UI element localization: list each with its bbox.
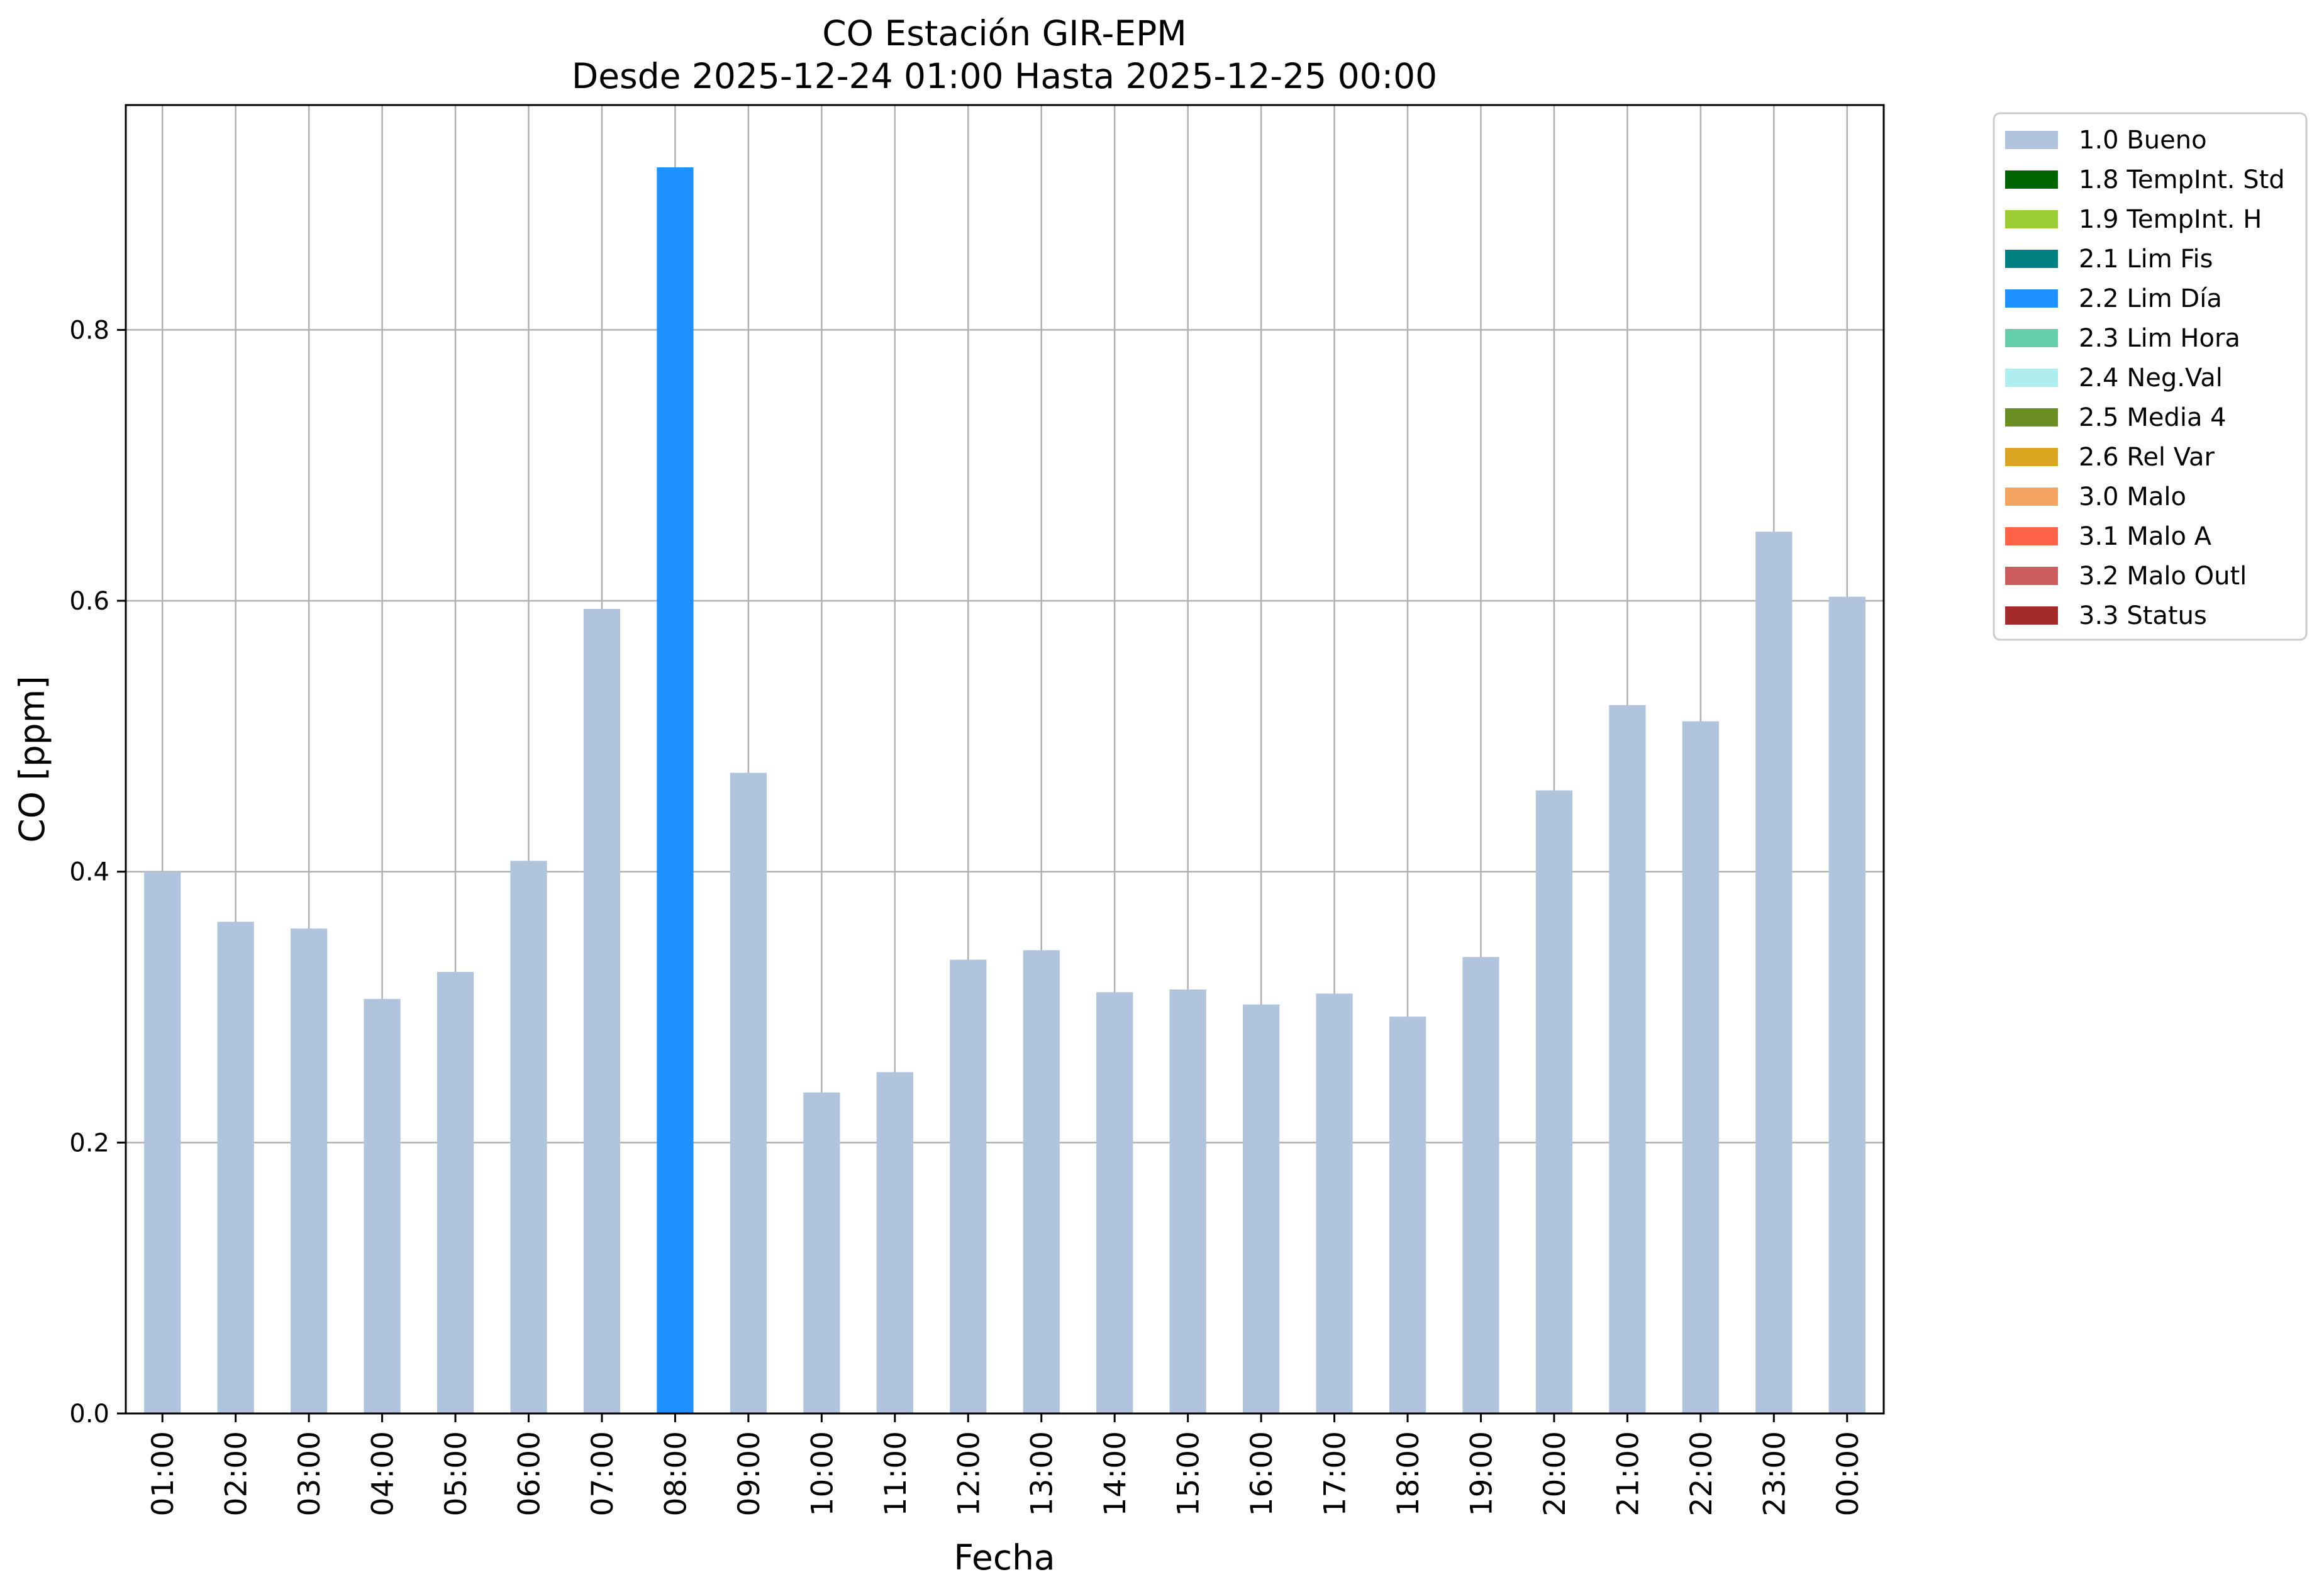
x-tick-label: 10:00 — [805, 1431, 840, 1516]
y-tick-label: 0.6 — [69, 587, 109, 616]
bar-1100 — [876, 1072, 913, 1413]
y-tick-label: 0.8 — [69, 316, 109, 345]
bar-1900 — [1462, 957, 1499, 1413]
legend: 1.0 Bueno 1.8 TempInt. Std 1.9 TempInt. H 2… — [1993, 112, 2308, 641]
legend-swatch — [2005, 488, 2058, 506]
legend-label: 1.9 TempInt. H — [2079, 205, 2262, 234]
legend-swatch — [2005, 527, 2058, 545]
legend-frame — [1993, 112, 2308, 641]
legend-swatch — [2005, 250, 2058, 268]
x-tick-label: 18:00 — [1391, 1431, 1426, 1516]
bar-2300 — [1755, 532, 1793, 1413]
x-tick-label: 23:00 — [1757, 1431, 1792, 1516]
chart-subtitle: Desde 2025-12-24 01:00 Hasta 2025-12-25 … — [572, 56, 1437, 96]
bar-0100 — [144, 871, 181, 1413]
legend-swatch — [2005, 170, 2058, 189]
legend-swatch — [2005, 210, 2058, 228]
x-tick-label: 05:00 — [439, 1431, 474, 1516]
x-tick-label: 12:00 — [952, 1431, 986, 1516]
x-tick-label: 01:00 — [146, 1431, 181, 1516]
x-tick-label: 19:00 — [1464, 1431, 1499, 1516]
bar-1600 — [1242, 1004, 1280, 1413]
legend-label: 2.4 Neg.Val — [2079, 364, 2223, 393]
y-tick-label: 0.2 — [69, 1129, 109, 1157]
legend-swatch — [2005, 369, 2058, 387]
bar-1200 — [950, 959, 987, 1413]
x-tick-label: 03:00 — [292, 1431, 327, 1516]
x-tick-label: 04:00 — [366, 1431, 401, 1516]
legend-swatch — [2005, 448, 2058, 466]
legend-swatch — [2005, 567, 2058, 585]
legend-label: 2.5 Media 4 — [2079, 403, 2227, 432]
legend-swatch — [2005, 606, 2058, 625]
x-tick-label: 11:00 — [879, 1431, 913, 1516]
y-tick-label: 0.0 — [69, 1400, 109, 1429]
x-tick-label: 14:00 — [1098, 1431, 1133, 1516]
legend-swatch — [2005, 329, 2058, 347]
bar-0600 — [510, 861, 547, 1413]
legend-label: 1.0 Bueno — [2079, 126, 2207, 155]
y-tick-label: 0.4 — [69, 858, 109, 887]
x-tick-label: 16:00 — [1245, 1431, 1279, 1516]
bar-1700 — [1316, 993, 1353, 1413]
x-tick-label: 13:00 — [1025, 1431, 1060, 1516]
chart-title: CO Estación GIR-EPM — [822, 13, 1186, 53]
x-tick-label: 20:00 — [1538, 1431, 1572, 1516]
x-tick-label: 09:00 — [732, 1431, 767, 1516]
bar-1300 — [1023, 950, 1060, 1413]
bar-1500 — [1169, 989, 1206, 1413]
y-axis-ticks: 0.0 0.2 0.4 0.6 0.8 — [69, 316, 126, 1429]
bar-1400 — [1096, 992, 1133, 1413]
legend-label: 3.0 Malo — [2079, 482, 2186, 511]
bar-2100 — [1609, 705, 1646, 1413]
bar-0000 — [1828, 596, 1865, 1413]
legend-swatch — [2005, 131, 2058, 149]
bar-1000 — [803, 1092, 840, 1413]
legend-swatch — [2005, 408, 2058, 426]
bar-2000 — [1535, 790, 1573, 1413]
bar-0300 — [291, 928, 328, 1413]
x-tick-label: 22:00 — [1684, 1431, 1719, 1516]
x-tick-label: 02:00 — [220, 1431, 254, 1516]
x-tick-label: 15:00 — [1172, 1431, 1206, 1516]
bars — [144, 167, 1865, 1413]
legend-label: 1.8 TempInt. Std — [2079, 165, 2285, 194]
x-tick-label: 07:00 — [586, 1431, 620, 1516]
legend-label: 3.2 Malo Outl — [2079, 562, 2247, 591]
x-tick-label: 17:00 — [1318, 1431, 1353, 1516]
x-tick-label: 21:00 — [1611, 1431, 1645, 1516]
bar-0700 — [583, 608, 621, 1413]
legend-swatch — [2005, 289, 2058, 308]
legend-label: 2.3 Lim Hora — [2079, 324, 2240, 353]
legend-label: 3.1 Malo A — [2079, 522, 2212, 551]
bar-1800 — [1389, 1017, 1426, 1413]
x-axis-label: Fecha — [954, 1537, 1055, 1578]
bar-0900 — [730, 772, 767, 1413]
x-axis-ticks: 01:00 02:00 03:00 04:00 05:00 06:00 07:00 08:00… — [146, 1413, 1865, 1516]
legend-label: 2.6 Rel Var — [2079, 443, 2215, 472]
bar-2200 — [1682, 721, 1719, 1413]
x-tick-label: 00:00 — [1831, 1431, 1865, 1516]
bar-0200 — [217, 922, 254, 1413]
x-tick-label: 06:00 — [513, 1431, 547, 1516]
plot-area-frame — [125, 104, 1885, 1415]
x-tick-label: 08:00 — [659, 1431, 693, 1516]
bar-0400 — [364, 999, 401, 1413]
y-axis-label: CO [ppm] — [12, 676, 52, 843]
bar-0500 — [436, 972, 474, 1413]
legend-label: 2.1 Lim Fis — [2079, 245, 2213, 274]
legend-label: 3.3 Status — [2079, 601, 2207, 630]
bar-0800 — [657, 167, 694, 1413]
legend-label: 2.2 Lim Día — [2079, 284, 2222, 313]
